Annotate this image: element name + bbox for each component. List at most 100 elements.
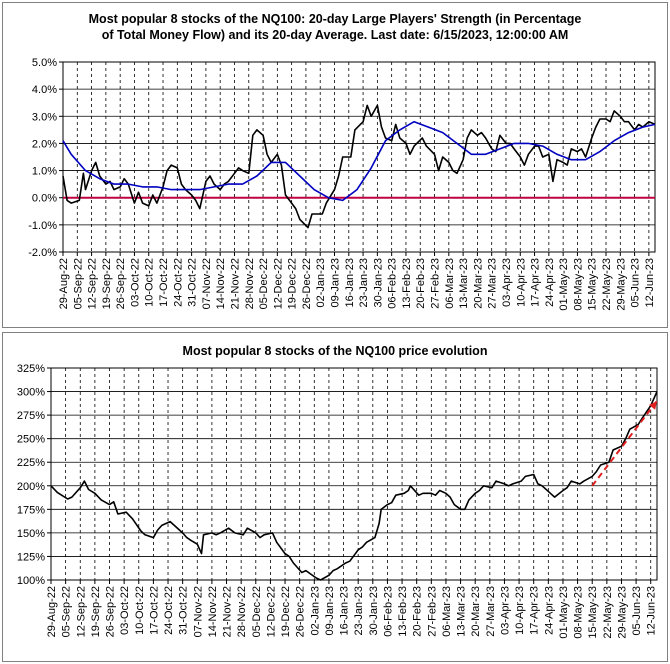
y-tick-label: 3.0% [32,111,57,123]
x-tick-label: 15-May-23 [587,258,599,311]
x-tick-label: 21-Nov-22 [222,586,234,637]
x-tick-label: 24-Oct-22 [172,258,184,307]
x-tick-label: 27-Mar-23 [485,586,497,637]
y-tick-label: 100% [17,575,45,587]
y-tick-label: 4.0% [32,84,57,96]
x-tick-label: 29-Aug-22 [58,258,70,309]
series-line-1 [62,120,656,202]
series-line-0 [62,104,656,229]
y-tick-label: 0.0% [32,193,57,205]
x-tick-label: 06-Mar-23 [441,586,453,637]
x-tick-label: 14-Nov-22 [215,258,227,309]
x-tick-label: 19-Sep-22 [101,258,113,309]
x-tick-label: 05-Sep-22 [72,258,84,309]
x-tick-label: 13-Mar-23 [456,586,468,637]
y-tick-label: 200% [17,481,45,493]
x-tick-label: 28-Nov-22 [236,586,248,637]
strength-chart-panel: Most popular 8 stocks of the NQ100: 20-d… [2,2,668,328]
x-tick-label: 26-Dec-22 [301,258,313,309]
x-tick-label: 22-May-23 [601,258,613,311]
x-tick-label: 10-Oct-22 [144,258,156,307]
x-tick-label: 16-Jan-23 [344,258,356,308]
x-tick-label: 08-May-23 [573,586,585,639]
x-tick-label: 05-Dec-22 [251,586,263,637]
strength-chart-title-line2: of Total Money Flow) and its 20-day Aver… [101,28,569,42]
x-tick-label: 31-Oct-22 [187,258,199,307]
y-tick-label: 150% [17,528,45,540]
x-tick-label: 05-Jun-23 [631,586,643,636]
x-tick-label: 17-Apr-23 [529,586,541,635]
y-tick-label: -1.0% [28,220,57,232]
x-tick-label: 06-Feb-23 [382,586,394,637]
x-tick-label: 24-Oct-22 [163,586,175,635]
x-tick-label: 20-Mar-23 [470,586,482,637]
x-tick-label: 12-Sep-22 [87,258,99,309]
y-tick-label: -2.0% [28,247,57,259]
y-tick-label: 175% [17,504,45,516]
price-chart-plot: 100% 125% 150% 175% 200% 225% 250% 275% 300% 325%… [17,363,658,639]
x-tick-label: 19-Sep-22 [90,586,102,637]
x-tick-label: 06-Feb-23 [387,258,399,309]
y-tick-label: 275% [17,410,45,422]
x-tick-label: 12-Sep-22 [75,586,87,637]
x-tick-label: 26-Sep-22 [105,586,117,637]
x-tick-label: 01-May-23 [558,258,570,311]
x-tick-label: 12-Jun-23 [646,586,658,636]
y-tick-label: 225% [17,457,45,469]
x-tick-label: 31-Oct-22 [178,586,190,635]
price-chart-panel: Most popular 8 stocks of the NQ100 price… [2,332,668,662]
x-tick-label: 15-May-23 [587,586,599,639]
x-tick-label: 05-Dec-22 [258,258,270,309]
x-tick-label: 26-Sep-22 [115,258,127,309]
x-tick-label: 14-Nov-22 [207,586,219,637]
y-tick-label: 125% [17,551,45,563]
x-tick-label: 08-May-23 [572,258,584,311]
x-tick-label: 27-Feb-23 [426,586,438,637]
x-tick-label: 09-Jan-23 [330,258,342,308]
x-tick-label: 17-Apr-23 [530,258,542,307]
strength-chart-plot: -2.0% -1.0% 0.0% 1.0% 2.0% 3.0% 4.0% 5.0% 29-Aug… [28,57,656,311]
x-tick-label: 03-Oct-22 [129,258,141,307]
x-tick-label: 20-Feb-23 [412,586,424,637]
x-tick-label: 12-Jun-23 [644,258,656,308]
x-tick-label: 05-Sep-22 [61,586,73,637]
x-tick-label: 09-Jan-23 [324,586,336,636]
x-tick-label: 10-Apr-23 [515,258,527,307]
y-tick-label: 250% [17,434,45,446]
x-tick-label: 13-Feb-23 [401,258,413,309]
x-tick-label: 06-Mar-23 [444,258,456,309]
x-tick-label: 19-Dec-22 [280,586,292,637]
trend-arrow-line [591,400,658,487]
x-tick-label: 03-Apr-23 [499,586,511,635]
x-tick-label: 17-Oct-22 [148,586,160,635]
series-line-0 [50,391,658,581]
x-tick-label: 02-Jan-23 [315,258,327,308]
price-chart-title: Most popular 8 stocks of the NQ100 price… [182,344,488,358]
x-tick-label: 28-Nov-22 [244,258,256,309]
x-tick-label: 16-Jan-23 [339,586,351,636]
x-tick-label: 30-Jan-23 [372,258,384,308]
x-tick-label: 12-Dec-22 [265,586,277,637]
plot-area [62,61,656,253]
x-tick-label: 24-Apr-23 [543,586,555,635]
x-tick-label: 10-Oct-22 [134,586,146,635]
x-tick-label: 20-Feb-23 [415,258,427,309]
x-tick-label: 02-Jan-23 [309,586,321,636]
x-tick-label: 29-May-23 [616,586,628,639]
x-tick-label: 24-Apr-23 [544,258,556,307]
x-tick-label: 01-May-23 [558,586,570,639]
x-tick-label: 27-Mar-23 [487,258,499,309]
x-tick-label: 21-Nov-22 [229,258,241,309]
x-tick-label: 10-Apr-23 [514,586,526,635]
x-tick-label: 13-Feb-23 [397,586,409,637]
x-tick-label: 03-Apr-23 [501,258,513,307]
x-tick-label: 22-May-23 [602,586,614,639]
trend-arrow-head [648,400,657,410]
plot-area [50,367,658,581]
x-tick-label: 07-Nov-22 [201,258,213,309]
x-tick-label: 03-Oct-22 [119,586,131,635]
x-tick-label: 23-Jan-23 [358,258,370,308]
x-tick-label: 05-Jun-23 [630,258,642,308]
strength-chart-title-line1: Most popular 8 stocks of the NQ100: 20-d… [88,12,582,26]
x-tick-label: 07-Nov-22 [192,586,204,637]
